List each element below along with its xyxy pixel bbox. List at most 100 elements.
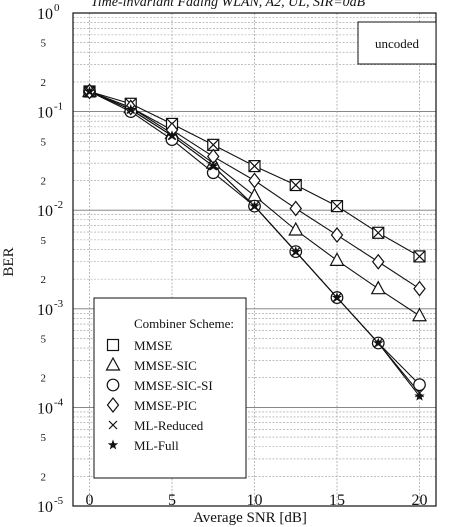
legend-marker-ml-full — [107, 439, 119, 450]
marker-triangle — [329, 252, 345, 266]
legend-label-mmse-sic-si: MMSE-SIC-SI — [134, 378, 213, 393]
marker-triangle — [370, 280, 386, 295]
y-tick-label: 10 — [37, 302, 53, 319]
y-tick-label: 10 — [37, 6, 53, 23]
y-tick-label: 10 — [37, 105, 53, 122]
marker-cross — [248, 160, 261, 173]
data-point-ml-full — [208, 160, 219, 171]
x-tick-labels: 0 5 10 15 20 — [86, 492, 428, 509]
marker-triangle — [411, 307, 428, 322]
legend-marker-ml-reduced — [108, 420, 118, 430]
data-point-mmse-sic — [370, 280, 386, 295]
marker-diamond — [330, 227, 344, 244]
marker-star — [331, 292, 343, 302]
y-tick-exponent: 0 — [54, 2, 60, 14]
marker-star — [107, 439, 119, 450]
marker-star — [414, 390, 425, 401]
marker-diamond — [106, 397, 120, 413]
y-minor-tick-label: 5 — [41, 333, 47, 345]
data-point-mmse-pic — [248, 172, 261, 189]
y-tick-exponent: -3 — [54, 298, 64, 310]
y-minor-tick-label: 2 — [41, 77, 47, 89]
marker-triangle — [105, 356, 121, 371]
y-minor-tick-label: 5 — [41, 235, 47, 247]
y-minor-tick-label: 2 — [41, 471, 47, 483]
marker-diamond — [371, 253, 385, 270]
marker-circle — [413, 378, 426, 392]
y-tick-exponent: -4 — [54, 396, 64, 408]
legend-marker-mmse-sic — [105, 356, 121, 371]
marker-cross — [331, 200, 343, 213]
data-point-mmse-sic — [246, 187, 263, 202]
data-point-ml-full — [290, 246, 301, 257]
data-point-mmse — [248, 160, 261, 173]
y-minor-tick-label: 2 — [41, 274, 47, 286]
y-tick-label: 10 — [37, 400, 53, 417]
marker-diamond — [248, 172, 261, 189]
data-point-mmse — [289, 178, 302, 192]
x-tick-label: 0 — [86, 492, 94, 509]
x-tick-label: 15 — [329, 492, 345, 509]
data-point-mmse-pic — [330, 227, 344, 244]
y-tick-exponent: -5 — [54, 495, 64, 507]
data-point-mmse-sic — [411, 307, 428, 322]
data-point-mmse-pic — [413, 280, 426, 297]
y-tick-label: 10 — [37, 203, 53, 220]
data-point-mmse-sic-si — [413, 378, 426, 392]
legend-label-mmse-sic: MMSE-SIC — [134, 358, 197, 373]
y-minor-tick-label: 5 — [41, 136, 47, 148]
x-tick-label: 5 — [168, 492, 176, 509]
legend-title: Combiner Scheme: — [134, 316, 234, 331]
x-tick-label: 10 — [247, 492, 263, 509]
marker-triangle — [288, 221, 304, 236]
legend: Combiner Scheme: MMSE MMSE-SIC MMSE-SIC-SI… — [93, 297, 247, 479]
marker-star — [84, 85, 95, 96]
y-minor-tick-label: 2 — [41, 176, 47, 188]
data-point-ml-full — [125, 104, 136, 114]
data-point-mmse-sic — [329, 252, 345, 266]
marker-star — [249, 200, 260, 211]
marker-circle — [106, 378, 120, 392]
data-point-ml-full — [249, 200, 260, 211]
plot-frame — [72, 12, 437, 507]
legend-marker-mmse-sic-si — [106, 378, 120, 392]
x-tick-label: 20 — [412, 492, 428, 509]
y-minor-tick-label: 2 — [41, 373, 47, 385]
marker-circle — [206, 166, 220, 180]
marker-cross — [413, 250, 426, 263]
annotation-box: uncoded — [357, 21, 437, 65]
data-point-mmse-sic — [288, 221, 304, 236]
marker-star — [166, 130, 178, 141]
data-point-mmse — [207, 138, 220, 151]
y-tick-exponent: -1 — [54, 101, 63, 113]
x-axis-label: Average SNR [dB] — [193, 510, 307, 526]
data-point-mmse-pic — [289, 200, 303, 217]
data-point-ml-full — [373, 337, 384, 348]
data-point-mmse — [413, 250, 426, 263]
legend-label-mmse-pic: MMSE-PIC — [134, 398, 197, 413]
data-point-mmse — [372, 226, 385, 239]
data-point-ml-full — [331, 292, 343, 302]
legend-label-mmse: MMSE — [134, 338, 172, 353]
series-markers — [81, 83, 428, 401]
marker-star — [125, 104, 136, 114]
data-point-mmse — [330, 200, 344, 213]
y-axis-label: BER — [1, 247, 17, 276]
chart-title: Time-invariant Fading WLAN, A2, UL, SIR=… — [91, 0, 366, 10]
legend-label-ml-reduced: ML-Reduced — [134, 418, 204, 433]
y-minor-tick-label: 5 — [41, 38, 47, 50]
marker-cross — [372, 226, 385, 239]
marker-diamond — [289, 200, 303, 217]
y-tick-label: 10 — [37, 499, 53, 516]
marker-diamond — [413, 280, 426, 297]
marker-star — [208, 160, 219, 171]
data-point-ml-full — [414, 390, 425, 401]
y-tick-exponent: -2 — [54, 199, 63, 211]
data-point-ml-full — [84, 85, 95, 96]
data-point-mmse-pic — [371, 253, 385, 270]
marker-star — [290, 246, 301, 257]
y-minor-tick-label: 5 — [41, 432, 47, 444]
marker-cross — [207, 138, 220, 151]
marker-star — [373, 337, 384, 348]
